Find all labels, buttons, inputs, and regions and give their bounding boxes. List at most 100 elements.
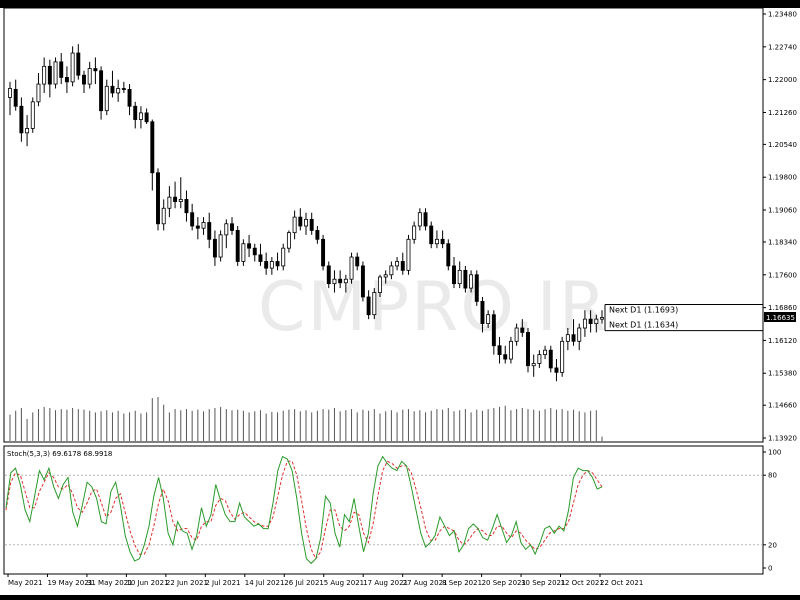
candle-body: [400, 261, 405, 271]
candle-body: [309, 218, 314, 231]
candle-body: [281, 247, 286, 267]
price-tick-label: 1.17600: [768, 271, 797, 279]
candle-body: [121, 88, 126, 90]
candle-body: [19, 105, 24, 134]
indicator-panel-frame: [3, 445, 764, 575]
candle-body: [406, 238, 411, 271]
candle-body: [469, 274, 474, 289]
candle-body: [59, 61, 64, 78]
candle-body: [486, 314, 491, 324]
candle-body: [42, 65, 47, 85]
candle-body: [565, 334, 570, 342]
price-tick-label: 1.15380: [768, 370, 797, 378]
candle-body: [440, 238, 445, 245]
current-price-box: [764, 312, 796, 322]
candle-body: [116, 88, 121, 94]
candle-body: [133, 105, 138, 120]
candle-body: [252, 247, 257, 256]
chart-background: [0, 8, 800, 595]
stoch-tick-label: 0: [768, 565, 772, 573]
candle-body: [53, 61, 58, 85]
date-tick-label: 31 May 2021: [87, 579, 133, 587]
candle-body: [548, 349, 553, 369]
candle-body: [417, 212, 422, 227]
candle-body: [338, 278, 343, 284]
candle-body: [76, 52, 81, 76]
candle-body: [497, 345, 502, 356]
candle-body: [144, 112, 149, 123]
candle-body: [99, 70, 104, 112]
date-tick-label: 30 Sep 2021: [521, 579, 565, 587]
candle-body: [480, 300, 485, 324]
candle-body: [383, 274, 388, 278]
candle-body: [298, 216, 303, 227]
candle-body: [321, 238, 326, 267]
candle-body: [526, 332, 530, 367]
stoch-tick-label: 20: [768, 541, 777, 549]
candle-body: [446, 243, 451, 267]
candle-body: [514, 327, 519, 342]
candle-body: [594, 318, 599, 324]
candle-body: [25, 128, 30, 134]
level-label: Next D1 (1.1634): [609, 321, 678, 330]
candle-body: [434, 238, 439, 245]
candle-body: [178, 198, 183, 203]
candle-body: [452, 265, 456, 285]
candle-body: [571, 334, 576, 342]
candle-body: [8, 88, 12, 98]
candle-body: [349, 256, 354, 280]
candle-body: [82, 74, 86, 85]
date-tick-label: May 2021: [8, 579, 43, 587]
candle-body: [412, 225, 417, 240]
candle-body: [395, 261, 400, 267]
candle-body: [503, 354, 508, 360]
date-tick-label: 12 Oct 2021: [561, 579, 604, 587]
candle-body: [184, 198, 189, 214]
candle-body: [326, 265, 331, 285]
candle-body: [195, 225, 200, 229]
candle-body: [30, 101, 35, 129]
candle-body: [463, 269, 468, 289]
candle-body: [508, 340, 513, 360]
candle-body: [332, 278, 337, 285]
candle-body: [258, 254, 263, 262]
candle-body: [218, 234, 223, 258]
candle-body: [360, 265, 365, 298]
candle-body: [235, 230, 240, 262]
candle-body: [127, 88, 132, 107]
candle-body: [212, 238, 217, 258]
candle-body: [13, 88, 18, 107]
candle-body: [87, 68, 92, 85]
price-tick-label: 1.19060: [768, 207, 797, 215]
candle-body: [389, 265, 394, 276]
candle-body: [531, 363, 536, 367]
candle-body: [600, 317, 604, 320]
price-tick-label: 1.13920: [768, 435, 797, 443]
candle-body: [537, 354, 542, 364]
stoch-tick-label: 80: [768, 472, 777, 480]
price-tick-label: 1.22740: [768, 43, 797, 51]
candle-body: [230, 223, 234, 231]
candle-body: [543, 349, 548, 356]
candle-body: [286, 232, 291, 249]
candle-body: [167, 196, 172, 209]
level-label: Next D1 (1.1693): [609, 306, 678, 315]
candle-body: [156, 172, 160, 225]
stoch-tick-label: 100: [768, 449, 781, 457]
main-panel-frame: [3, 7, 764, 443]
candle-body: [269, 261, 274, 269]
candle-body: [457, 269, 462, 285]
candle-body: [343, 278, 348, 284]
candle-body: [207, 222, 212, 240]
date-tick-label: 27 Aug 2021: [403, 579, 448, 587]
candle-body: [315, 230, 320, 240]
current-price-label: 1.16635: [766, 314, 795, 322]
candle-body: [429, 225, 434, 245]
candle-body: [372, 292, 377, 316]
date-tick-label: 17 Aug 2021: [363, 579, 408, 587]
candle-body: [582, 318, 587, 329]
price-tick-label: 1.18340: [768, 238, 797, 246]
